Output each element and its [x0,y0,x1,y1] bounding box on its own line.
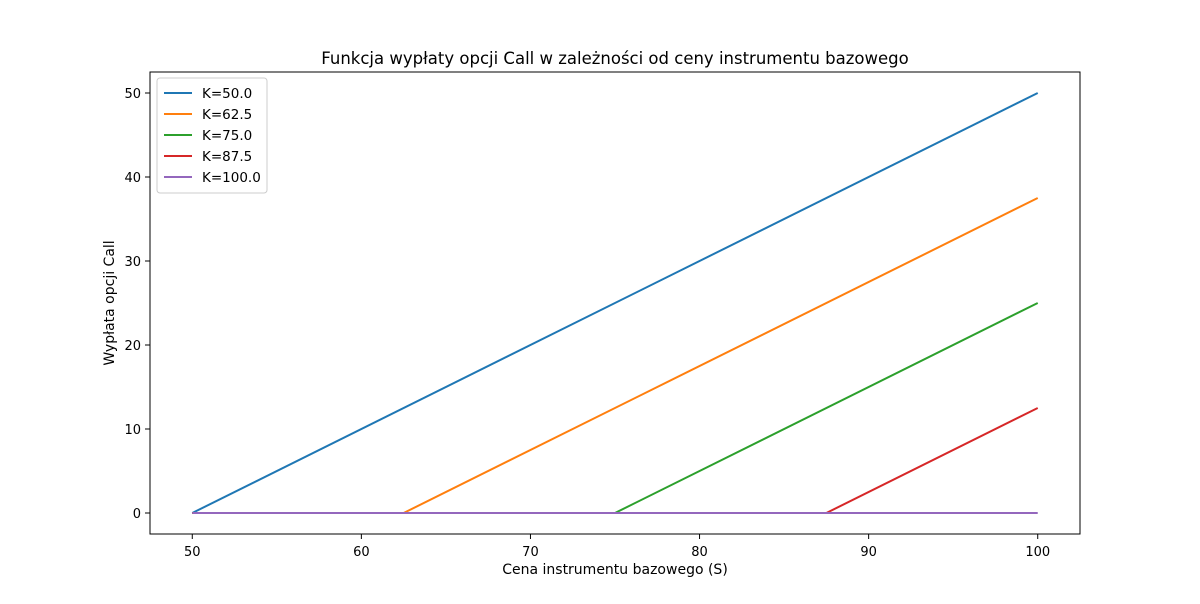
x-tick-label: 80 [691,545,708,560]
x-axis: 50 60 70 80 90 100 [184,534,1050,560]
legend-box [156,77,268,194]
legend-entry-K=75.0: K=75.0 [202,128,252,144]
x-tick-label: 90 [860,545,877,560]
series-line-K=50.0 [191,92,1039,514]
series-line-K=87.5 [192,407,1039,514]
series-line-K=62.5 [192,197,1039,514]
x-axis-label: Cena instrumentu bazowego (S) [502,562,728,578]
legend-entry-K=62.5: K=62.5 [202,107,252,123]
x-tick-label: 70 [522,545,539,560]
y-tick-label: 0 [133,507,141,522]
x-tick-label: 60 [353,545,370,560]
legend: K=50.0 K=62.5 K=75.0 K=87.5 K=100.0 [156,77,268,194]
plot-frame [149,71,1081,535]
plot-area [191,92,1039,514]
y-tick-label: 10 [124,423,141,438]
legend-entry-K=50.0: K=50.0 [202,86,252,102]
y-axis: 0 10 20 30 40 50 [124,87,150,522]
y-tick-label: 40 [124,171,141,186]
chart-title: Funkcja wypłaty opcji Call w zależności … [321,49,908,68]
y-tick-label: 30 [124,255,141,270]
x-tick-label: 100 [1025,545,1050,560]
y-axis-label: Wypłata opcji Call [102,240,118,365]
y-tick-label: 20 [124,339,141,354]
legend-entry-K=87.5: K=87.5 [202,149,252,165]
x-tick-label: 50 [184,545,201,560]
y-tick-label: 50 [124,87,141,102]
legend-entry-K=100.0: K=100.0 [202,170,261,186]
